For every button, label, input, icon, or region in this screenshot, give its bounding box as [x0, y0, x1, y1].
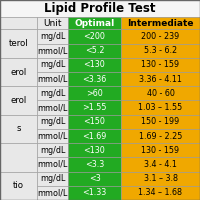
Bar [68, 115, 121, 129]
Text: <3.36: <3.36 [82, 75, 107, 84]
Bar [37, 186, 68, 200]
Bar [37, 129, 68, 143]
Text: Lipid Profile Test: Lipid Profile Test [44, 2, 156, 15]
Bar [68, 129, 121, 143]
Bar [0, 17, 37, 29]
Bar [121, 72, 200, 86]
Text: <200: <200 [84, 32, 105, 41]
Bar [37, 72, 68, 86]
Text: Optimal: Optimal [74, 19, 115, 28]
Bar [0, 0, 200, 17]
Bar [68, 186, 121, 200]
Text: mg/dL: mg/dL [40, 89, 65, 98]
Text: 3.1 – 3.8: 3.1 – 3.8 [144, 174, 178, 183]
Bar [68, 157, 121, 172]
Text: <5.2: <5.2 [85, 46, 104, 55]
Text: 3.4 - 4.1: 3.4 - 4.1 [144, 160, 177, 169]
Bar [121, 44, 200, 58]
Text: Intermediate: Intermediate [127, 19, 194, 28]
Text: mg/dL: mg/dL [40, 60, 65, 69]
Bar [121, 172, 200, 186]
Bar [121, 17, 200, 29]
Bar [0, 115, 37, 143]
Text: <1.33: <1.33 [82, 188, 107, 197]
Text: <130: <130 [84, 146, 105, 155]
Bar [37, 172, 68, 186]
Bar [0, 172, 37, 200]
Bar [68, 86, 121, 100]
Bar [0, 86, 37, 115]
Text: terol: terol [9, 39, 28, 48]
Bar [121, 100, 200, 115]
Bar [121, 157, 200, 172]
Bar [37, 86, 68, 100]
Text: 1.69 - 2.25: 1.69 - 2.25 [139, 132, 182, 141]
Bar [68, 44, 121, 58]
Bar [37, 44, 68, 58]
Bar [68, 72, 121, 86]
Bar [37, 157, 68, 172]
Text: mmol/L: mmol/L [37, 188, 68, 197]
Bar [121, 29, 200, 44]
Bar [37, 29, 68, 44]
Bar [68, 29, 121, 44]
Text: 1.03 – 1.55: 1.03 – 1.55 [138, 103, 183, 112]
Text: <3.3: <3.3 [85, 160, 104, 169]
Bar [121, 129, 200, 143]
Bar [0, 143, 37, 172]
Text: 130 - 159: 130 - 159 [141, 146, 180, 155]
Text: Unit: Unit [43, 19, 62, 28]
Text: <150: <150 [84, 117, 105, 126]
Text: <1.69: <1.69 [82, 132, 107, 141]
Text: 1.34 – 1.68: 1.34 – 1.68 [138, 188, 182, 197]
Bar [37, 143, 68, 157]
Text: 130 - 159: 130 - 159 [141, 60, 180, 69]
Text: s: s [16, 124, 21, 133]
Text: mmol/L: mmol/L [37, 46, 68, 55]
Text: mg/dL: mg/dL [40, 117, 65, 126]
Text: erol: erol [10, 96, 27, 105]
Text: <3: <3 [89, 174, 100, 183]
Text: mg/dL: mg/dL [40, 32, 65, 41]
Text: >1.55: >1.55 [82, 103, 107, 112]
Bar [37, 115, 68, 129]
Bar [68, 100, 121, 115]
Text: mg/dL: mg/dL [40, 174, 65, 183]
Text: mmol/L: mmol/L [37, 75, 68, 84]
Bar [68, 17, 121, 29]
Text: tio: tio [13, 181, 24, 190]
Bar [121, 58, 200, 72]
Text: 200 - 239: 200 - 239 [141, 32, 180, 41]
Text: mmol/L: mmol/L [37, 103, 68, 112]
Text: erol: erol [10, 68, 27, 77]
Bar [121, 186, 200, 200]
Bar [121, 86, 200, 100]
Bar [121, 115, 200, 129]
Bar [37, 17, 68, 29]
Bar [0, 58, 37, 86]
Text: 3.36 - 4.11: 3.36 - 4.11 [139, 75, 182, 84]
Text: mmol/L: mmol/L [37, 160, 68, 169]
Text: mmol/L: mmol/L [37, 132, 68, 141]
Text: mg/dL: mg/dL [40, 146, 65, 155]
Bar [68, 172, 121, 186]
Text: 5.3 - 6.2: 5.3 - 6.2 [144, 46, 177, 55]
Text: 150 - 199: 150 - 199 [141, 117, 180, 126]
Bar [37, 58, 68, 72]
Text: <130: <130 [84, 60, 105, 69]
Bar [68, 143, 121, 157]
Bar [0, 29, 37, 58]
Text: 40 - 60: 40 - 60 [147, 89, 174, 98]
Bar [37, 100, 68, 115]
Bar [121, 143, 200, 157]
Text: >60: >60 [86, 89, 103, 98]
Bar [68, 58, 121, 72]
